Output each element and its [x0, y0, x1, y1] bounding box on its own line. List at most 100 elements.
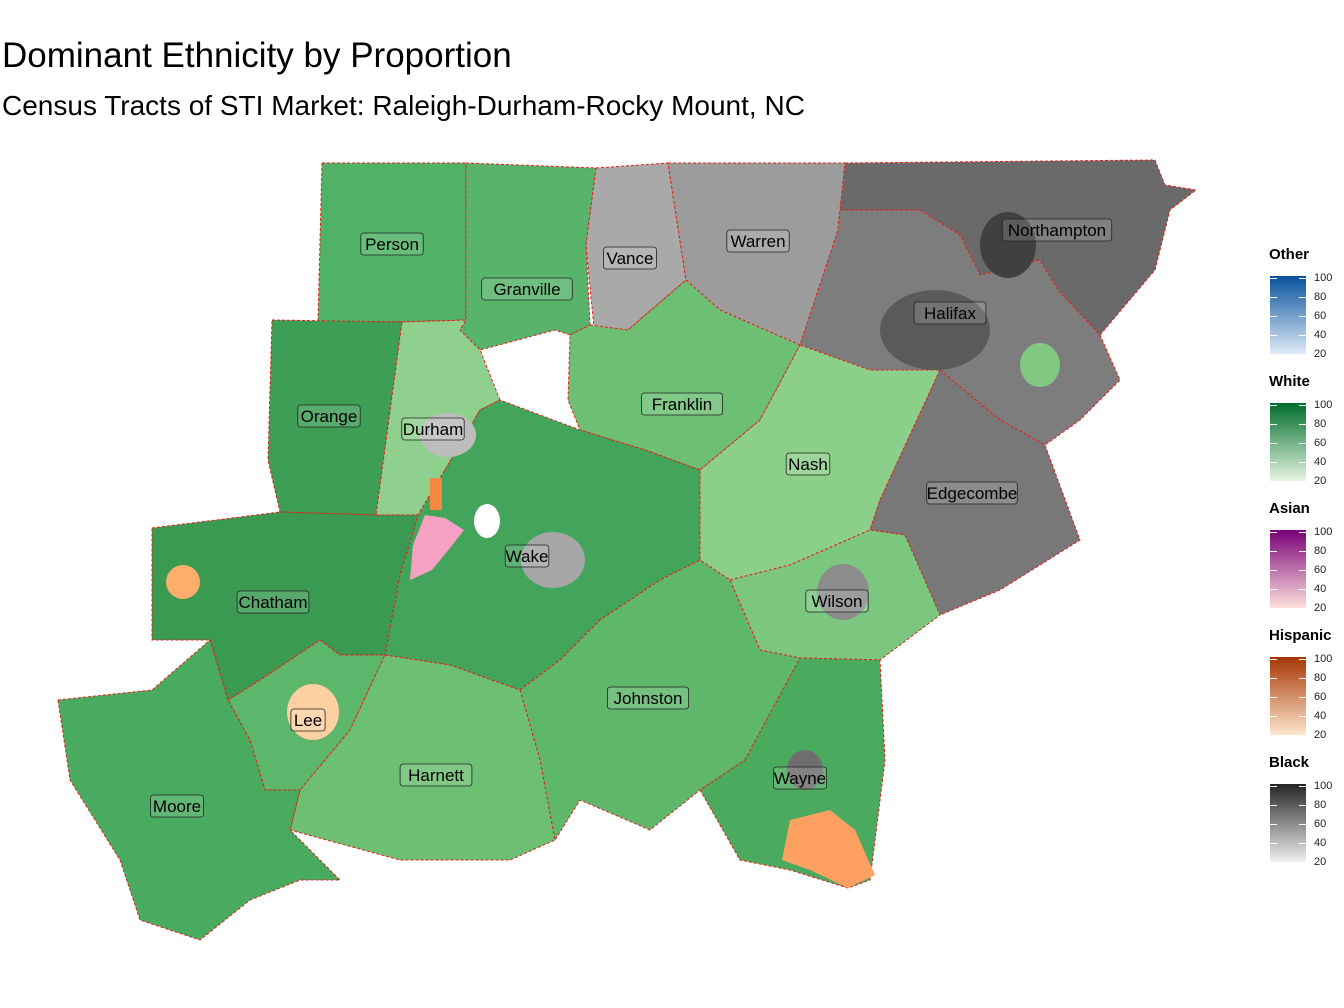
legend-title: Hispanic	[1269, 627, 1332, 644]
county-label-box	[401, 417, 465, 441]
county-label-box	[805, 589, 869, 613]
county-label-harnett: Harnett	[399, 763, 473, 787]
legend-tick-mark	[1270, 862, 1277, 863]
legend-tick-label: 20	[1314, 602, 1327, 614]
county-label-northampton: Northampton	[1001, 218, 1113, 242]
legend-tick-mark	[1270, 786, 1277, 787]
legend-tick-label: 40	[1314, 456, 1327, 468]
legend-tick-mark	[1299, 316, 1306, 317]
legend-tick-mark	[1299, 843, 1306, 844]
legend-asian: Asian 100 80 60 40 20	[1268, 500, 1344, 627]
county-label-wayne: Wayne	[773, 766, 827, 790]
legend-tick-mark	[1270, 278, 1277, 279]
county-label-text: Chatham	[239, 593, 308, 612]
legend-tick-label: 100	[1314, 780, 1333, 792]
legend-tick-mark	[1270, 570, 1277, 571]
legend-tick-label: 60	[1314, 437, 1327, 449]
county-label-edgecombe: Edgecombe	[926, 481, 1018, 505]
legend-title: White	[1269, 373, 1310, 390]
legend-title: Asian	[1269, 500, 1310, 517]
legend-tick-label: 80	[1314, 672, 1327, 684]
legend-tick-label: 20	[1314, 856, 1327, 868]
county-label-text: Moore	[153, 797, 201, 816]
county-granville	[459, 162, 597, 351]
tract-hispanic-lee	[287, 684, 339, 740]
county-label-box	[603, 246, 657, 270]
county-label-wake: Wake	[504, 544, 550, 568]
legend-white: White 100 80 60 40 20	[1268, 373, 1344, 500]
county-label-box	[726, 229, 790, 253]
county-label-box	[360, 232, 424, 256]
county-label-text: Durham	[403, 420, 463, 439]
legend-tick-mark	[1299, 697, 1306, 698]
county-label-text: Orange	[301, 407, 358, 426]
county-label-nash: Nash	[785, 452, 831, 476]
legend-tick-label: 80	[1314, 545, 1327, 557]
county-label-box	[399, 763, 473, 787]
county-label-box	[913, 301, 987, 325]
county-label-text: Granville	[493, 280, 560, 299]
legend-tick-label: 60	[1314, 691, 1327, 703]
legend-tick-label: 20	[1314, 348, 1327, 360]
legend-tick-label: 40	[1314, 583, 1327, 595]
legend-tick-mark	[1270, 354, 1277, 355]
legend-tick-label: 60	[1314, 310, 1327, 322]
legend-tick-mark	[1270, 659, 1277, 660]
county-label-text: Vance	[607, 249, 654, 268]
county-harnett	[289, 654, 556, 861]
legend-tick-mark	[1270, 551, 1277, 552]
legend-tick-mark	[1299, 570, 1306, 571]
county-label-text: Warren	[730, 232, 785, 251]
legend-tick-label: 80	[1314, 291, 1327, 303]
legend-tick-mark	[1299, 354, 1306, 355]
legend-tick-mark	[1299, 786, 1306, 787]
county-label-box	[481, 277, 573, 301]
county-label-chatham: Chatham	[236, 590, 310, 614]
legend-other: Other 100 80 60 40 20	[1268, 246, 1344, 373]
legend-tick-label: 100	[1314, 653, 1333, 665]
legend-color-bar	[1270, 403, 1306, 481]
legend-tick-label: 20	[1314, 475, 1327, 487]
legend-tick-mark	[1299, 335, 1306, 336]
legend-black: Black 100 80 60 40 20	[1268, 754, 1344, 881]
county-label-box	[236, 590, 310, 614]
legend-tick-label: 40	[1314, 710, 1327, 722]
legend-tick-mark	[1299, 659, 1306, 660]
legend-tick-mark	[1299, 608, 1306, 609]
legend-tick-label: 100	[1314, 526, 1333, 538]
legend-tick-mark	[1270, 443, 1277, 444]
county-label-text: Harnett	[408, 766, 464, 785]
legend-tick-mark	[1270, 335, 1277, 336]
legend-tick-mark	[1299, 805, 1306, 806]
legend-tick-mark	[1270, 824, 1277, 825]
county-label-text: Wake	[506, 547, 549, 566]
tract-black-halifax	[880, 290, 990, 370]
legend-tick-mark	[1270, 462, 1277, 463]
county-label-text: Lee	[294, 711, 322, 730]
map-legend: Other 100 80 60 40 20 White 100 80 60 40 20 Asian 100…	[1268, 246, 1344, 881]
legend-color-bar	[1270, 530, 1306, 608]
legend-tick-mark	[1270, 608, 1277, 609]
legend-tick-mark	[1299, 862, 1306, 863]
legend-tick-label: 40	[1314, 329, 1327, 341]
legend-tick-mark	[1270, 532, 1277, 533]
county-label-box	[290, 708, 326, 732]
legend-tick-mark	[1299, 405, 1306, 406]
legend-tick-mark	[1270, 481, 1277, 482]
county-label-text: Nash	[788, 455, 828, 474]
map-title: Dominant Ethnicity by Proportion	[2, 36, 512, 75]
legend-tick-mark	[1299, 424, 1306, 425]
county-label-box	[1001, 218, 1113, 242]
legend-tick-mark	[1299, 297, 1306, 298]
legend-tick-mark	[1270, 297, 1277, 298]
legend-tick-mark	[1270, 316, 1277, 317]
county-person	[317, 162, 467, 323]
county-label-text: Franklin	[652, 395, 712, 414]
legend-color-bar	[1270, 276, 1306, 354]
county-label-text: Wayne	[774, 769, 826, 788]
county-label-granville: Granville	[481, 277, 573, 301]
county-label-box	[504, 544, 550, 568]
county-label-box	[773, 766, 827, 790]
map-subtitle: Census Tracts of STI Market: Raleigh-Dur…	[2, 90, 805, 121]
county-label-text: Person	[365, 235, 419, 254]
